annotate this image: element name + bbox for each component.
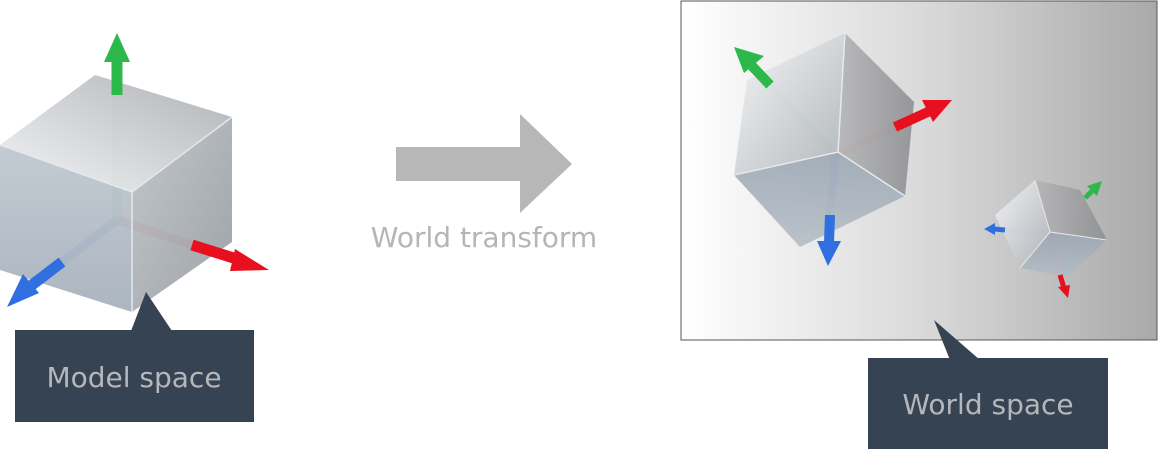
small-cube-edge-lower xyxy=(1019,231,1051,269)
model-callout-box xyxy=(15,330,254,422)
model-cube-front-face xyxy=(0,145,132,312)
model-z-axis-arrow xyxy=(7,257,66,307)
model-cube-side-face xyxy=(132,117,232,312)
model-space-callout: Model space xyxy=(15,292,254,422)
model-space-group xyxy=(0,33,269,312)
model-x-axis-arrow xyxy=(190,239,269,271)
large-cube-right-face xyxy=(838,33,914,196)
world-cube-large-icon xyxy=(733,32,952,266)
world-space-callout: World space xyxy=(868,320,1108,449)
large-x-axis-arrow xyxy=(892,100,952,132)
world-callout-box xyxy=(868,358,1108,449)
small-cube-bottom-face xyxy=(1020,232,1107,277)
model-cube-top-face xyxy=(0,75,232,192)
world-transform-arrow: World transform xyxy=(371,114,597,254)
world-callout-label: World space xyxy=(902,388,1073,421)
model-y-axis-arrow xyxy=(104,33,130,95)
world-cube-small-icon xyxy=(984,179,1108,298)
small-z-axis-arrow xyxy=(984,223,1006,235)
large-z-axis-arrow xyxy=(817,214,841,266)
large-cube-top-face xyxy=(734,33,845,175)
small-y-axis-arrow xyxy=(1083,181,1102,200)
world-space-group xyxy=(680,0,1158,341)
large-y-axis-arrow xyxy=(734,47,774,89)
large-cube-bottom-face xyxy=(734,152,905,247)
model-cube-icon xyxy=(0,75,233,312)
world-callout-pointer xyxy=(934,320,980,360)
model-callout-pointer xyxy=(131,292,172,331)
large-cube-edge-vertical xyxy=(837,32,846,153)
small-cube-left-face xyxy=(995,180,1050,268)
model-callout-label: Model space xyxy=(46,361,221,394)
right-arrow-icon xyxy=(396,114,572,213)
world-transform-label: World transform xyxy=(371,221,597,254)
small-x-axis-arrow xyxy=(1057,274,1070,298)
small-cube-right-face xyxy=(1035,180,1107,240)
